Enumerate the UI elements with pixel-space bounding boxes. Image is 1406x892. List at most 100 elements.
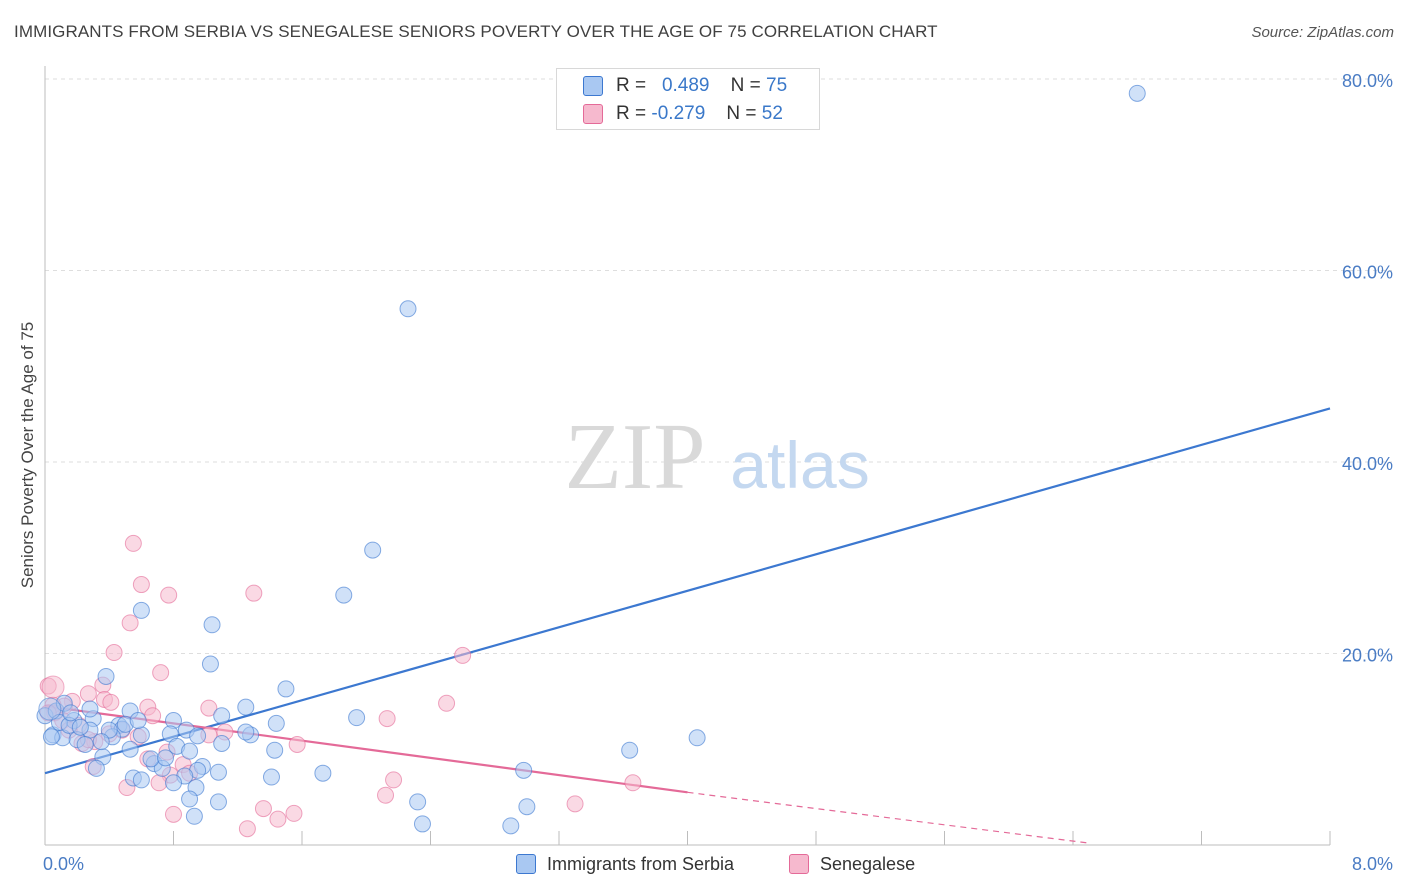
senegalese-point <box>385 771 403 789</box>
senegalese-point <box>378 710 396 728</box>
senegalese-point <box>132 576 150 594</box>
serbia-point <box>314 764 332 782</box>
serbia-point <box>189 727 207 745</box>
serbia-point <box>132 726 150 744</box>
senegalese-point <box>566 795 584 813</box>
y-axis-label: Seniors Poverty Over the Age of 75 <box>18 321 37 589</box>
series-legend: Immigrants from Serbia Senegalese <box>0 850 1406 878</box>
senegalese-points <box>39 534 642 838</box>
serbia-point <box>203 616 221 634</box>
r-label: R = <box>616 75 647 96</box>
tick-labels: 20.0% 40.0% 60.0% 80.0% 0.0% 8.0% <box>43 71 1393 874</box>
serbia-point <box>399 300 417 318</box>
y-tick-label: 40.0% <box>1342 454 1393 474</box>
r-value: 0.489 <box>661 75 710 96</box>
serbia-point <box>185 807 203 825</box>
serbia-point <box>165 774 182 792</box>
senegalese-point <box>41 675 65 699</box>
senegalese-point <box>245 584 263 602</box>
serbia-point <box>518 798 536 816</box>
serbia-point <box>121 740 139 758</box>
legend-label-serbia: Immigrants from Serbia <box>547 853 735 874</box>
legend-row-senegalese: R = -0.279 N = 52 <box>583 101 783 127</box>
senegalese-point <box>238 820 256 838</box>
legend-item-senegalese[interactable]: Senegalese <box>789 850 915 878</box>
serbia-point <box>132 601 150 619</box>
serbia-point <box>348 709 366 727</box>
serbia-point <box>277 680 295 698</box>
serbia-point <box>1128 84 1146 102</box>
senegalese-point <box>624 774 642 792</box>
senegalese-point <box>438 694 456 712</box>
grid-lines <box>45 78 1392 654</box>
senegalese-point <box>200 699 218 717</box>
senegalese-point <box>121 614 139 632</box>
serbia-trend-line <box>44 407 1331 775</box>
senegalese-point <box>269 810 287 828</box>
chart-title: IMMIGRANTS FROM SERBIA VS SENEGALESE SEN… <box>14 22 938 41</box>
serbia-point <box>209 793 227 811</box>
serbia-point <box>129 712 147 730</box>
x-tick-label-min: 0.0% <box>43 854 84 874</box>
serbia-swatch <box>583 76 603 96</box>
n-label: N = <box>726 103 757 124</box>
watermark-atlas: atlas <box>730 428 869 502</box>
senegalese-point <box>124 534 142 552</box>
senegalese-point <box>254 800 272 818</box>
serbia-point <box>209 763 227 781</box>
senegalese-point <box>144 707 162 725</box>
serbia-point <box>502 817 520 835</box>
senegalese-point <box>377 786 395 804</box>
serbia-point <box>515 761 533 779</box>
serbia-point <box>76 735 94 753</box>
legend-item-serbia[interactable]: Immigrants from Serbia <box>516 850 734 878</box>
serbia-point <box>213 707 231 725</box>
senegalese-point <box>79 685 97 703</box>
senegalese-swatch <box>583 104 603 124</box>
legend-label-senegalese: Senegalese <box>820 853 916 874</box>
senegalese-point <box>454 646 472 664</box>
y-tick-label: 20.0% <box>1342 646 1393 666</box>
watermark: ZIP atlas <box>565 405 870 509</box>
serbia-legend-swatch <box>516 854 536 874</box>
serbia-point <box>62 704 80 722</box>
senegalese-point <box>102 693 120 711</box>
n-value: 75 <box>766 75 788 96</box>
serbia-point <box>266 741 284 759</box>
senegalese-trend-extension <box>687 791 1090 844</box>
serbia-point <box>237 698 255 716</box>
serbia-point <box>213 735 231 753</box>
n-value: 52 <box>761 103 783 124</box>
watermark-zip: ZIP <box>565 405 706 509</box>
senegalese-point <box>105 644 123 662</box>
source-credit: Source: ZipAtlas.com <box>1251 24 1394 41</box>
senegalese-point <box>150 774 168 792</box>
serbia-point <box>81 700 99 718</box>
serbia-point <box>100 721 118 739</box>
serbia-point <box>42 728 60 746</box>
serbia-points <box>36 84 1146 835</box>
r-value: -0.279 <box>651 103 706 124</box>
n-label: N = <box>730 75 761 96</box>
serbia-point <box>181 790 199 808</box>
correlation-legend: R = 0.489 N = 75 R = -0.279 N = 52 <box>556 68 820 130</box>
serbia-point <box>92 733 110 751</box>
serbia-point <box>201 655 219 673</box>
serbia-point <box>262 768 280 786</box>
serbia-point <box>38 697 62 721</box>
y-tick-label: 80.0% <box>1342 71 1393 91</box>
senegalese-point <box>165 805 182 823</box>
senegalese-point <box>160 586 178 604</box>
r-label: R = <box>616 103 647 124</box>
y-tick-label: 60.0% <box>1342 263 1393 283</box>
serbia-point <box>237 723 255 741</box>
serbia-point <box>87 759 105 777</box>
serbia-point <box>71 718 89 736</box>
serbia-point <box>181 742 199 760</box>
legend-row-serbia: R = 0.489 N = 75 <box>583 73 787 99</box>
serbia-point <box>413 815 431 833</box>
serbia-point <box>132 771 150 789</box>
senegalese-point <box>285 804 303 822</box>
serbia-point <box>97 667 115 685</box>
